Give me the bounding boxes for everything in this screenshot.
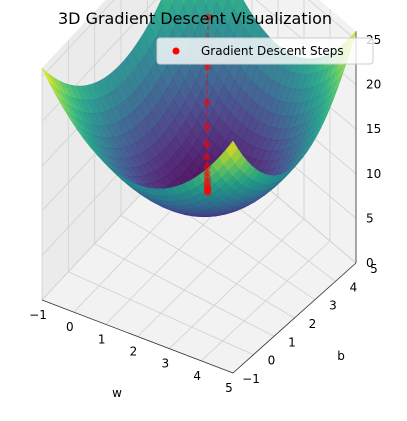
y-tick-label: 2 [309, 317, 317, 331]
grid-line-z [41, 0, 357, 78]
x-axis-line [41, 299, 234, 374]
surface-patch [170, 0, 175, 6]
x-axis-label: w [112, 386, 122, 400]
z-tick-label: 5 [366, 211, 374, 225]
z-tick-label: 20 [366, 78, 381, 92]
y-tick-label: 4 [350, 280, 358, 294]
x-tick-label: 0 [66, 320, 74, 334]
x-tick-label: 4 [193, 369, 201, 383]
z-tick-label: 0 [366, 256, 374, 270]
x-tick-label: 1 [98, 332, 106, 346]
x-tick-label: 3 [161, 357, 169, 371]
y-tick-label: 5 [370, 262, 378, 276]
x-tick-label: 2 [130, 345, 138, 359]
descent-point [203, 63, 211, 71]
y-tick-label: −1 [242, 372, 260, 386]
x-tick-label: −1 [29, 308, 47, 322]
descent-point [203, 123, 211, 131]
floor-pane [42, 131, 356, 373]
axes-lines [41, 31, 357, 374]
y-axis-label: b [337, 349, 345, 363]
legend-label-gradient-descent-steps: Gradient Descent Steps [201, 44, 344, 58]
y-tick-label: 3 [329, 299, 337, 313]
descent-point [204, 188, 212, 196]
x-tick-label: 5 [225, 381, 233, 395]
descent-point [203, 140, 211, 148]
descent-point [203, 98, 211, 106]
surface-patch [225, 140, 238, 157]
chart-title: 3D Gradient Descent Visualization [58, 9, 332, 28]
descent-point [204, 13, 212, 21]
y-tick-label: 1 [288, 335, 296, 349]
y-tick-label: 0 [268, 354, 276, 368]
legend-marker [172, 47, 180, 55]
y-axis-line [232, 262, 357, 374]
z-tick-label: 15 [366, 122, 381, 136]
z-tick-label: 10 [366, 167, 381, 181]
descent-point [203, 153, 211, 161]
legend: Gradient Descent Steps [156, 37, 374, 65]
descent-point [203, 162, 211, 170]
descent-points [203, 13, 212, 196]
legend-box [156, 37, 374, 65]
